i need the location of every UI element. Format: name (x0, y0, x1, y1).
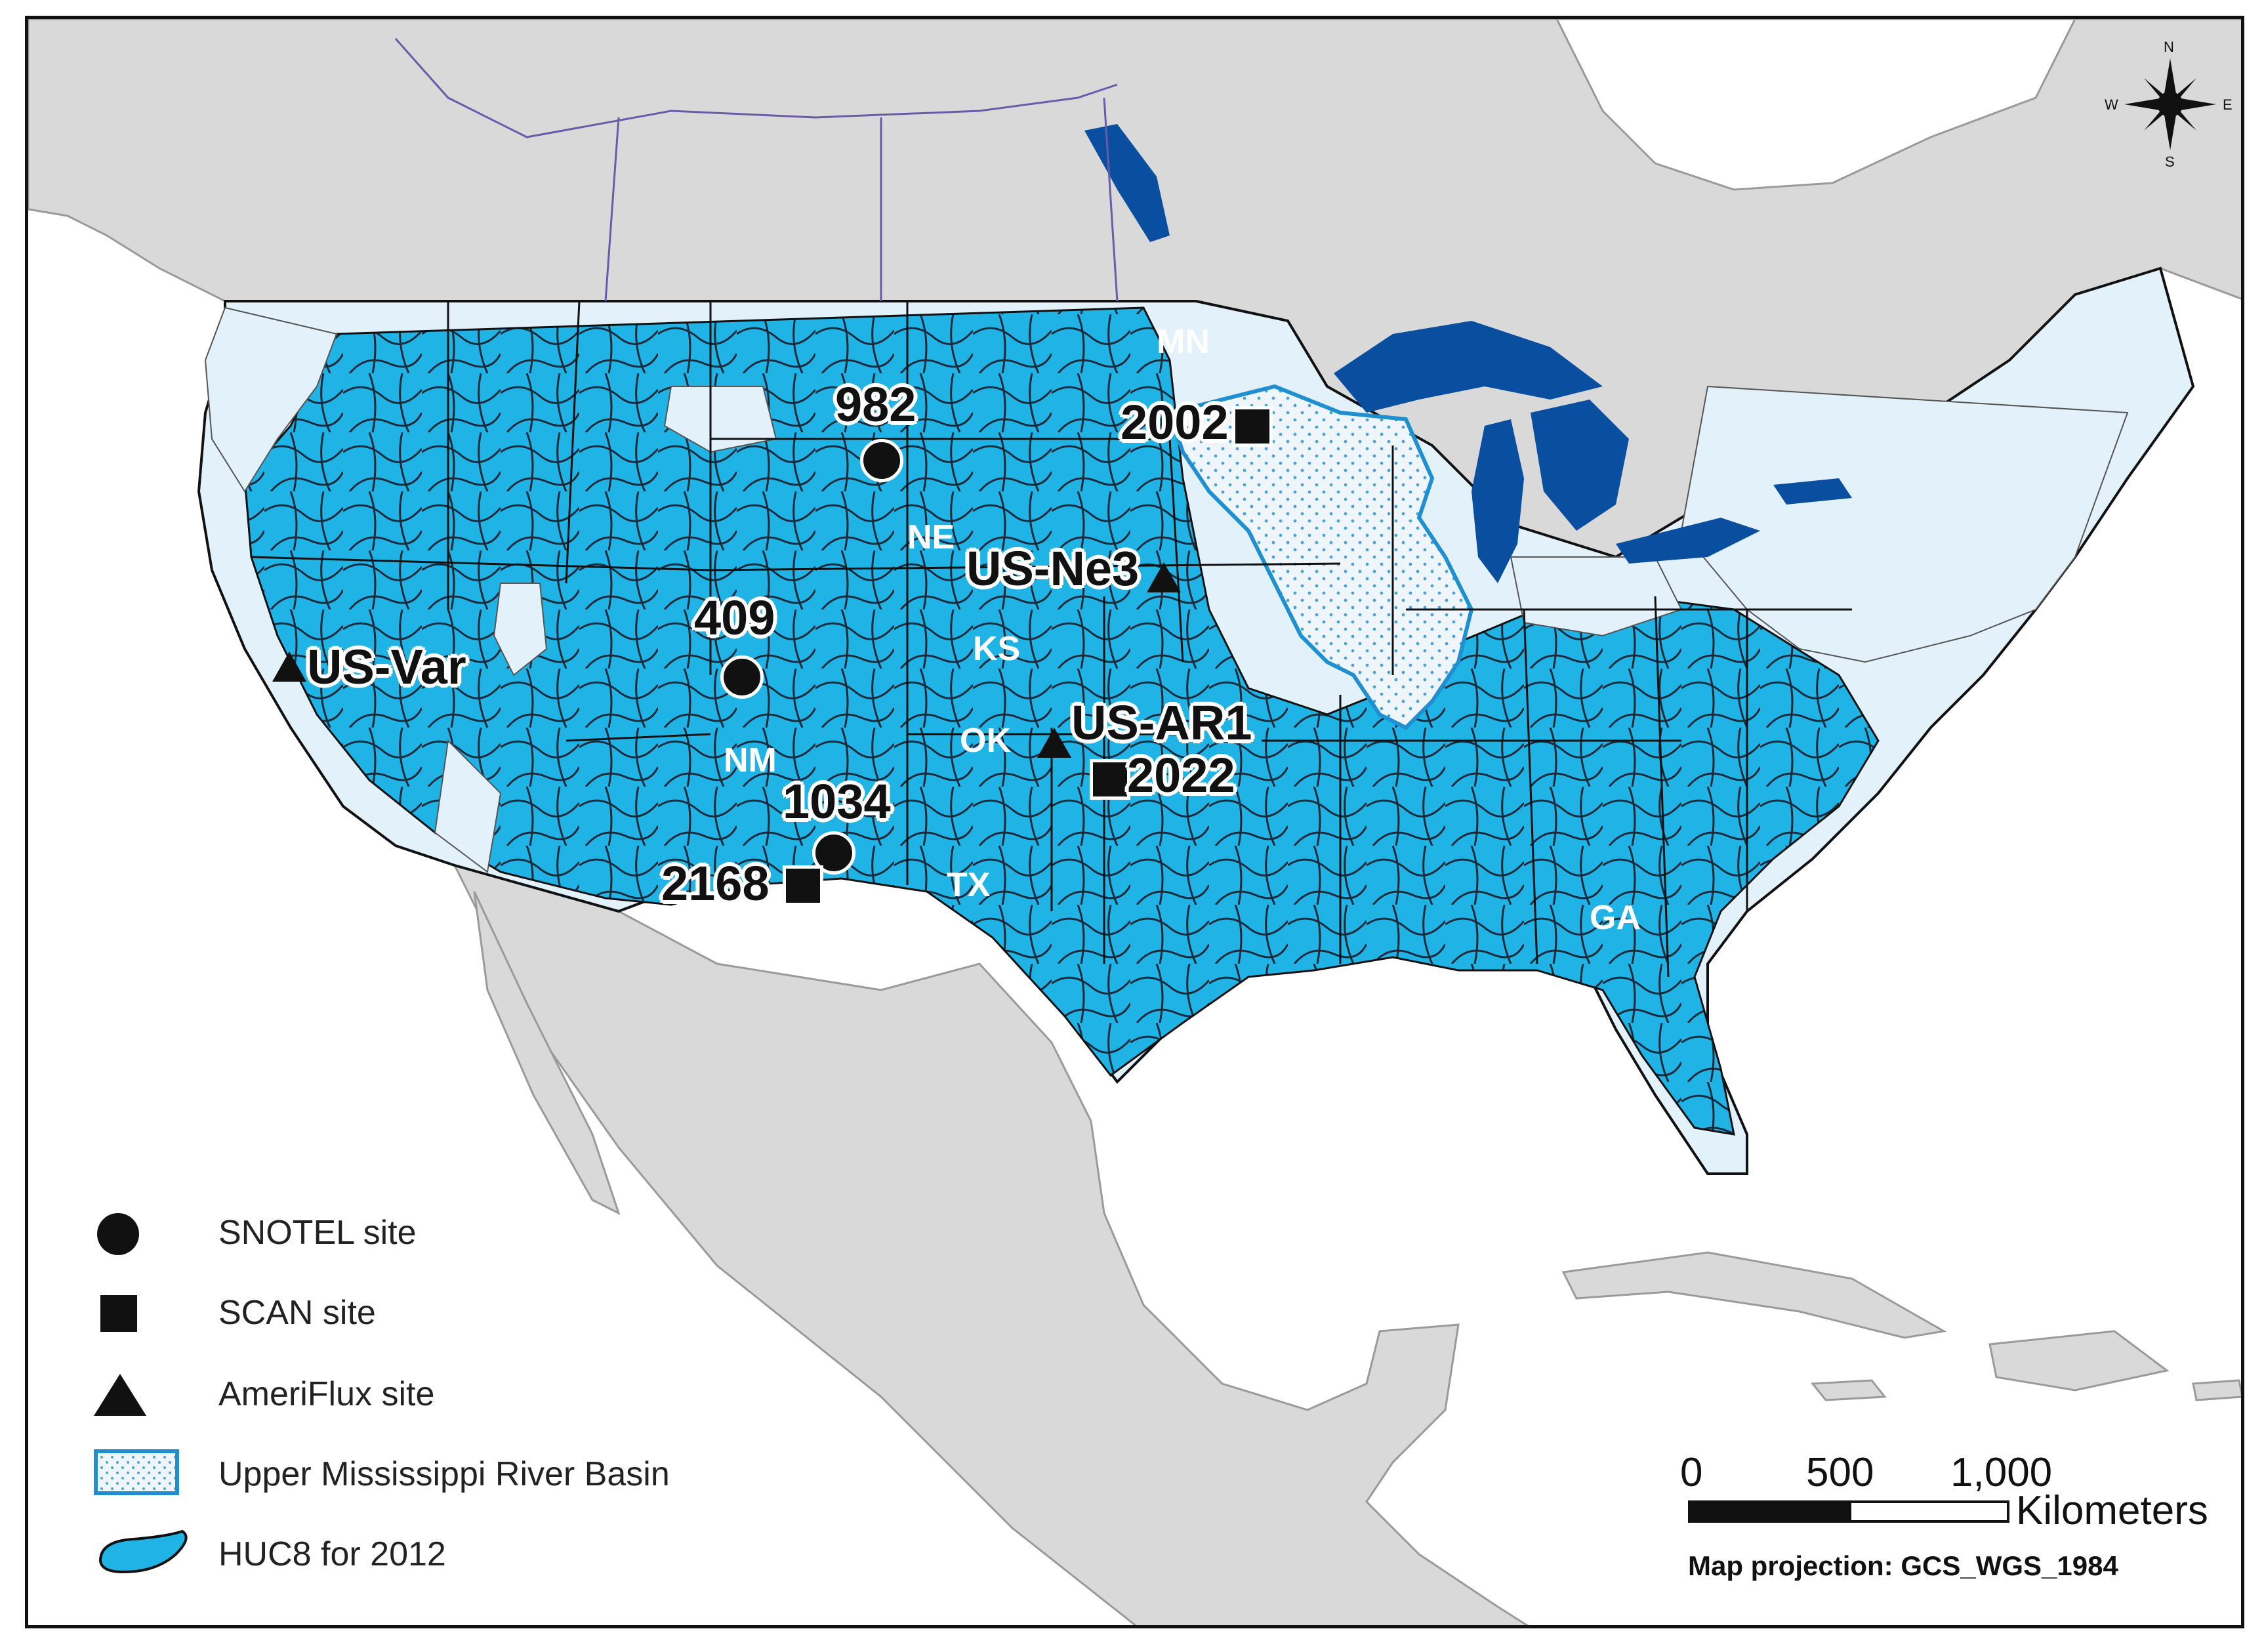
light-patch-idaho (663, 386, 777, 453)
legend-scan-label: SCAN site (218, 1294, 376, 1332)
legend-huc8-label: HUC8 for 2012 (218, 1535, 446, 1573)
mexico-land (453, 863, 1529, 1625)
map-canvas (28, 19, 2241, 1625)
scale-bar-filled-segment (1691, 1503, 1851, 1520)
legend-scan-symbol (100, 1295, 137, 1332)
map-frame: N S E W MN NE KS OK NM TX GA 982 409 103… (25, 16, 2244, 1628)
upper-mississippi-basin (1167, 384, 1474, 730)
legend-snotel-symbol (97, 1213, 139, 1255)
legend-ameriflux-label: AmeriFlux site (218, 1375, 435, 1413)
cuba (1561, 1251, 1947, 1339)
scale-tick-500: 500 (1806, 1450, 1874, 1495)
legend-umrb-symbol (94, 1449, 179, 1495)
legend-huc8-symbol (98, 1529, 188, 1574)
scan-marker-2022 (1090, 759, 1130, 800)
scale-tick-0: 0 (1680, 1450, 1703, 1495)
site-label-2022: 2022 (1127, 748, 1235, 802)
hispaniola (1988, 1330, 2170, 1392)
site-label-1034: 1034 (783, 774, 891, 829)
compass-rose (2124, 58, 2216, 150)
lake-winnipeg (1084, 124, 1170, 242)
scan-marker-2168 (783, 865, 823, 906)
scan-marker-2002 (1232, 406, 1273, 447)
legend-snotel-label: SNOTEL site (218, 1214, 417, 1252)
lake-michigan (1472, 419, 1524, 583)
state-label-ne: NE (907, 518, 955, 556)
light-patch-nevada (493, 583, 548, 676)
state-label-nm: NM (724, 741, 777, 779)
lake-erie (1616, 518, 1760, 564)
state-label-tx: TX (947, 866, 991, 904)
compass-w: W (2105, 96, 2118, 113)
lake-huron (1531, 400, 1629, 531)
site-label-409: 409 (694, 590, 775, 645)
legend: SNOTEL site SCAN site AmeriFlux site Upp… (68, 1187, 724, 1594)
scale-tick-1000: 1,000 (1950, 1450, 2053, 1495)
site-label-2002: 2002 (1121, 395, 1229, 449)
light-patch-southwest (434, 739, 502, 873)
compass-s: S (2165, 154, 2175, 170)
puerto-rico (2192, 1379, 2241, 1401)
lake-superior (1334, 321, 1603, 413)
site-label-2168: 2168 (661, 856, 770, 911)
canada-province-lines (394, 38, 1119, 302)
state-label-ga: GA (1590, 899, 1641, 937)
state-label-ok: OK (960, 722, 1011, 760)
light-patch-northwest (204, 306, 338, 493)
state-label-mn: MN (1157, 323, 1210, 361)
hudson-bay (1555, 19, 2076, 191)
site-label-us-ar1: US-AR1 (1071, 695, 1252, 750)
baja-california (473, 891, 621, 1215)
compass-e: E (2223, 96, 2233, 113)
site-label-us-var: US-Var (307, 640, 466, 694)
map-projection: Map projection: GCS_WGS_1984 (1688, 1550, 2118, 1581)
light-patch-northeast (1680, 385, 2129, 663)
site-label-us-ne3: US-Ne3 (966, 541, 1140, 596)
state-label-ks: KS (973, 630, 1021, 668)
ameriflux-marker-us-ar1 (1037, 728, 1071, 758)
snotel-marker-982 (860, 439, 903, 482)
scale-unit: Kilometers (2016, 1488, 2208, 1533)
state-boundaries (251, 300, 1852, 978)
jamaica (1811, 1379, 1887, 1401)
legend-ameriflux-symbol (94, 1374, 146, 1416)
snotel-marker-409 (720, 655, 764, 699)
scale-bar (1688, 1500, 2009, 1523)
site-label-982: 982 (835, 377, 916, 432)
ameriflux-marker-us-var (272, 651, 306, 682)
compass-n: N (2164, 39, 2174, 55)
ameriflux-marker-us-ne3 (1147, 562, 1181, 592)
lake-ontario (1773, 478, 1852, 505)
legend-umrb-label: Upper Mississippi River Basin (218, 1455, 670, 1493)
